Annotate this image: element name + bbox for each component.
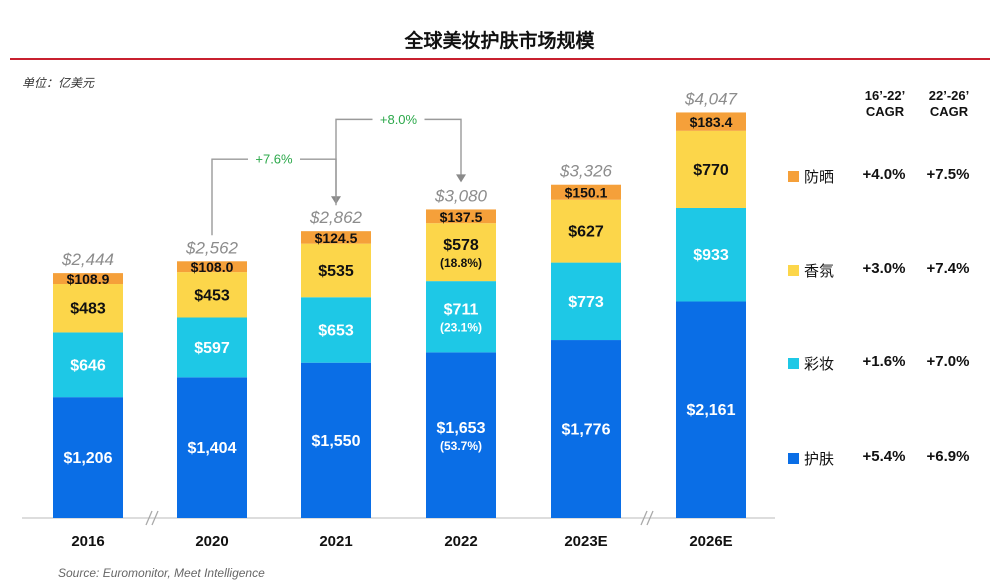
bar-value-label: $2,161 (687, 402, 736, 419)
bar-segment (177, 317, 247, 378)
bar-share-label: (23.1%) (440, 321, 482, 335)
x-tick-label: 2022 (444, 533, 477, 550)
bar-value-label: $627 (568, 224, 604, 241)
bar-value-label: $108.0 (191, 259, 234, 275)
bar-segment (676, 112, 746, 131)
bar-segment (177, 377, 247, 518)
bar-total-label: $2,562 (185, 238, 239, 257)
axis-break-2 (640, 510, 654, 526)
bar-segment (426, 209, 496, 224)
bar-segment (53, 397, 123, 518)
bar-segment (426, 352, 496, 518)
bar-value-label: $770 (693, 162, 729, 179)
cagr-header-16-22-text: 16’-22’ CAGR (864, 88, 906, 119)
legend-label-sunscreen: 防晒 (804, 169, 835, 186)
legend-cagr-16-22-makeup: +1.6% (862, 353, 906, 370)
x-tick-label: 2020 (195, 533, 228, 550)
bar-value-label: $578 (443, 237, 479, 254)
growth-annotation-label: +8.0% (380, 112, 418, 127)
chart-title: 全球美妆护肤市场规模 (404, 31, 595, 52)
bar-value-label: $933 (693, 247, 729, 264)
source-note: Source: Euromonitor, Meet Intelligence (58, 566, 265, 580)
bar-total-label: $3,080 (434, 186, 488, 205)
bar-value-label: $483 (70, 301, 106, 318)
bar-segment (551, 262, 621, 341)
bar-segment (676, 130, 746, 208)
bar-segment (676, 207, 746, 302)
bar-value-label: $653 (318, 322, 354, 339)
bar-value-label: $646 (70, 357, 106, 374)
bar-segment (301, 231, 371, 244)
title-underline (10, 58, 990, 60)
bar-value-label: $1,404 (188, 440, 237, 457)
bar-segment (53, 273, 123, 285)
bar-segment (301, 362, 371, 518)
unit-label: 单位：亿美元 (22, 76, 95, 90)
legend-swatch-skincare (788, 453, 799, 464)
legend-cagr-16-22-sunscreen: +4.0% (862, 166, 906, 183)
legend-label-skincare: 护肤 (804, 451, 835, 468)
bar-value-label: $1,653 (437, 420, 486, 437)
cagr-header-22-26: 22’-26’ CAGR (919, 88, 979, 120)
growth-arrow-line (335, 118, 462, 206)
bar-total-label: $3,326 (559, 162, 613, 181)
bar-segment (177, 272, 247, 318)
bar-value-label: $535 (318, 263, 354, 280)
bar-value-label: $150.1 (565, 185, 608, 201)
bar-share-label: (18.8%) (440, 256, 482, 270)
bar-segment (301, 243, 371, 298)
bar-value-label: $711 (444, 302, 479, 319)
bar-value-label: $453 (194, 287, 230, 304)
bar-value-label: $183.4 (690, 114, 733, 130)
legend-swatch-fragrance (788, 265, 799, 276)
x-tick-label: 2021 (319, 533, 352, 550)
bar-segment (551, 184, 621, 200)
bar-segment (426, 223, 496, 282)
bar-segment (551, 340, 621, 518)
legend-cagr-16-22-skincare: +5.4% (862, 448, 906, 465)
bar-value-label: $1,550 (312, 433, 361, 450)
legend-cagr-16-22-fragrance: +3.0% (862, 260, 906, 277)
bar-value-label: $1,206 (64, 450, 113, 467)
bar-segment (53, 284, 123, 333)
bar-value-label: $108.9 (67, 271, 110, 287)
x-tick-label: 2016 (71, 533, 104, 550)
axis-break-1 (145, 510, 159, 526)
cagr-header-22-26-text: 22’-26’ CAGR (928, 88, 970, 119)
legend-cagr-22-26-skincare: +6.9% (926, 448, 970, 465)
bar-segment (551, 199, 621, 263)
bar-segment (426, 281, 496, 353)
legend-cagr-22-26-makeup: +7.0% (926, 353, 970, 370)
x-tick-label: 2026E (689, 533, 732, 550)
bar-segment (177, 261, 247, 273)
legend-label-fragrance: 香氛 (804, 263, 835, 280)
bar-share-label: (53.7%) (440, 439, 482, 453)
bar-segment (301, 297, 371, 363)
bar-value-label: $137.5 (440, 209, 483, 225)
legend-swatch-sunscreen (788, 171, 799, 182)
bar-value-label: $124.5 (315, 230, 358, 246)
legend-cagr-22-26-fragrance: +7.4% (926, 260, 970, 277)
bar-value-label: $597 (194, 340, 230, 357)
bar-value-label: $1,776 (562, 422, 611, 439)
bar-total-label: $2,444 (61, 250, 114, 269)
bar-segment (53, 332, 123, 398)
x-tick-label: 2023E (564, 533, 607, 550)
legend-label-makeup: 彩妆 (804, 356, 835, 373)
bar-total-label: $4,047 (684, 89, 738, 108)
bar-total-label: $2,862 (309, 208, 363, 227)
cagr-header-16-22: 16’-22’ CAGR (855, 88, 915, 120)
bar-segment (676, 301, 746, 518)
legend-swatch-makeup (788, 358, 799, 369)
bar-value-label: $773 (568, 294, 604, 311)
growth-annotation-label: +7.6% (255, 152, 293, 167)
legend-cagr-22-26-sunscreen: +7.5% (926, 166, 970, 183)
growth-arrow-head (456, 174, 466, 183)
